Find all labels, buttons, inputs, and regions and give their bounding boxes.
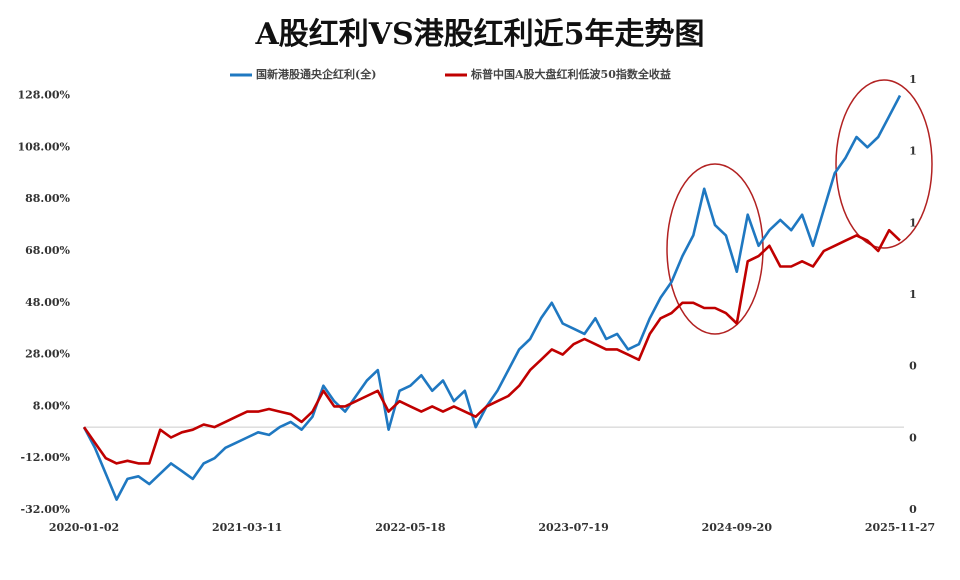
y-tick-label: 48.00%	[25, 296, 70, 309]
x-tick-label: 2021-03-11	[212, 521, 282, 534]
y2-tick-label: 1	[909, 288, 917, 301]
legend-label: 标普中国A股大盘红利低波50指数全收益	[470, 67, 671, 81]
series-line	[82, 228, 901, 465]
y-tick-label: 68.00%	[25, 244, 70, 257]
x-tick-label: 2024-09-20	[702, 521, 773, 534]
y-tick-label: -32.00%	[21, 503, 71, 516]
x-tick-label: 2022-05-18	[375, 521, 446, 534]
highlight-ellipse	[835, 79, 933, 249]
y-tick-label: 128.00%	[17, 89, 70, 102]
y-tick-label: 108.00%	[17, 140, 70, 153]
legend-label: 国新港股通央企红利(全)	[256, 67, 376, 81]
y2-tick-label: 0	[909, 503, 917, 516]
y-tick-label: 8.00%	[33, 399, 71, 412]
y-tick-label: 88.00%	[25, 192, 70, 205]
y2-tick-label: 0	[909, 360, 917, 373]
y2-tick-label: 1	[909, 216, 917, 229]
series-line	[82, 94, 902, 501]
x-tick-label: 2023-07-19	[538, 521, 608, 534]
chart-title: A股红利VS港股红利近5年走势图	[254, 17, 704, 52]
y2-tick-label: 1	[909, 145, 917, 158]
y2-tick-label: 0	[909, 431, 917, 444]
y-tick-label: 28.00%	[25, 348, 70, 361]
y-tick-label: -12.00%	[21, 451, 71, 464]
x-tick-label: 2025-11-27	[865, 521, 935, 534]
highlight-ellipse	[666, 163, 764, 335]
y2-tick-label: 1	[909, 73, 917, 86]
x-tick-label: 2020-01-02	[49, 521, 119, 534]
